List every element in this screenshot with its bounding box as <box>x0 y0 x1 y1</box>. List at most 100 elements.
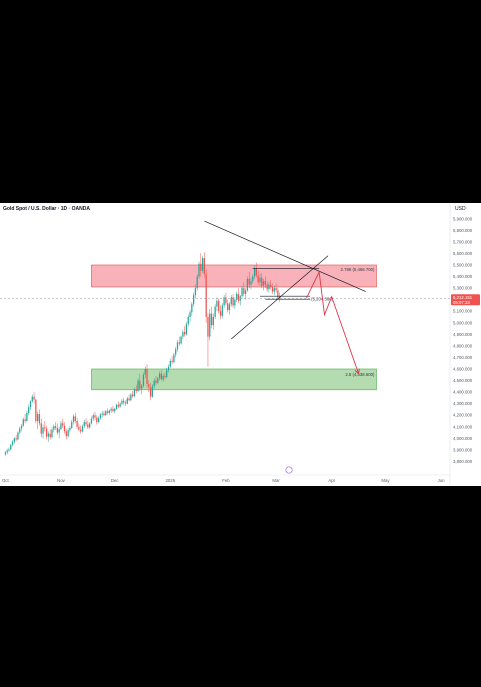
candle-body <box>83 422 85 427</box>
candle-body <box>85 422 87 425</box>
candle-body <box>106 411 109 413</box>
candle-body <box>58 429 60 433</box>
candle-body <box>78 426 80 430</box>
candle-body <box>257 275 259 283</box>
candle-body <box>157 378 159 383</box>
price-chart[interactable]: 3,800.000 3,900.000 4,000.000 4,100.000 4,20… <box>0 203 481 486</box>
candle-body <box>65 431 67 437</box>
candle-body <box>74 416 76 421</box>
candle-body <box>44 427 46 429</box>
y-tick-label: 5,100.000 <box>453 309 473 314</box>
candle-body <box>277 290 279 298</box>
y-tick-label: 5,300.000 <box>453 286 473 291</box>
candle-body <box>259 277 261 283</box>
y-tick-label: 5,700.000 <box>453 239 473 244</box>
candle-body <box>228 304 231 311</box>
candle-body <box>114 408 116 412</box>
candle-body <box>42 427 44 434</box>
candle-body <box>31 396 33 402</box>
y-tick-label: 4,900.000 <box>453 332 473 337</box>
candle-body <box>200 263 202 271</box>
trendline <box>204 220 366 292</box>
candle-body <box>237 293 240 301</box>
candle-body <box>198 263 200 277</box>
candle-body <box>19 428 21 433</box>
candle-body <box>209 313 211 337</box>
candle-body <box>71 422 73 428</box>
candle-body <box>221 305 223 316</box>
candle-body <box>227 303 229 311</box>
candle-body <box>261 277 263 286</box>
candle-body <box>69 427 71 431</box>
candle-body <box>133 389 136 397</box>
candle-body <box>135 389 137 391</box>
y-tick-label: 5,600.000 <box>453 251 473 256</box>
y-tick-label: 3,900.000 <box>453 447 473 452</box>
candle-body <box>194 288 197 296</box>
candle-body <box>176 342 179 350</box>
candle-body <box>92 415 94 419</box>
y-tick-label: 4,200.000 <box>453 413 473 418</box>
candle-body <box>115 404 118 409</box>
candle-body <box>124 402 127 404</box>
current-price-value: 5,212.151 <box>453 295 473 300</box>
candle-body <box>178 342 180 344</box>
candle-body <box>90 418 93 424</box>
candle-body <box>123 400 125 403</box>
candle-body <box>187 317 189 324</box>
candle-body <box>119 403 121 407</box>
candle-body <box>121 400 123 404</box>
y-tick-label: 4,300.000 <box>453 401 473 406</box>
candle-body <box>246 278 249 291</box>
candle-body <box>248 278 250 285</box>
candle-body <box>166 370 168 378</box>
candle-body <box>271 286 274 292</box>
resistance-zone <box>91 264 377 288</box>
candle-body <box>63 425 66 432</box>
x-tick-label: Mar <box>272 478 280 483</box>
candle-body <box>214 306 216 317</box>
candle-body <box>192 295 195 305</box>
candle-body <box>112 408 114 412</box>
candle-body <box>167 366 170 371</box>
candle-body <box>203 258 206 275</box>
candle-body <box>169 360 171 367</box>
candle-body <box>250 281 252 285</box>
candle-body <box>17 432 19 440</box>
x-tick-label: Nov <box>57 478 65 483</box>
candle-body <box>15 438 17 440</box>
candle-body <box>158 373 161 379</box>
candle-body <box>184 332 186 335</box>
candle-body <box>87 424 89 428</box>
candle-body <box>148 384 150 388</box>
y-tick-label: 3,800.000 <box>453 459 473 464</box>
candle-body <box>216 300 218 307</box>
candle-body <box>241 288 243 297</box>
candle-body <box>139 380 141 389</box>
chart-panel: Gold Spot / U.S. Dollar · 1D · OANDA USD… <box>0 203 481 486</box>
candle-body <box>126 398 128 404</box>
event-marker-icon <box>285 466 293 474</box>
candle-body <box>45 428 48 437</box>
y-tick-label: 4,500.000 <box>453 378 473 383</box>
candle-body <box>189 312 191 317</box>
candle-body <box>144 369 146 375</box>
candle-body <box>182 332 184 337</box>
x-tick-label: May <box>381 478 390 483</box>
y-tick-label: 5,500.000 <box>453 263 473 268</box>
y-tick-label: 4,800.000 <box>453 343 473 348</box>
candle-body <box>51 429 53 438</box>
candle-body <box>223 297 225 306</box>
candle-body <box>207 317 209 337</box>
candle-body <box>137 380 139 391</box>
candle-body <box>76 421 78 427</box>
candle-body <box>108 410 111 413</box>
candle-body <box>22 419 24 426</box>
candle-body <box>117 404 119 407</box>
candle-body <box>185 323 188 335</box>
candle-body <box>54 426 57 428</box>
candle-body <box>140 385 143 389</box>
candle-body <box>171 360 173 363</box>
candle-body <box>253 268 256 277</box>
x-tick-label: Oct <box>2 478 9 483</box>
